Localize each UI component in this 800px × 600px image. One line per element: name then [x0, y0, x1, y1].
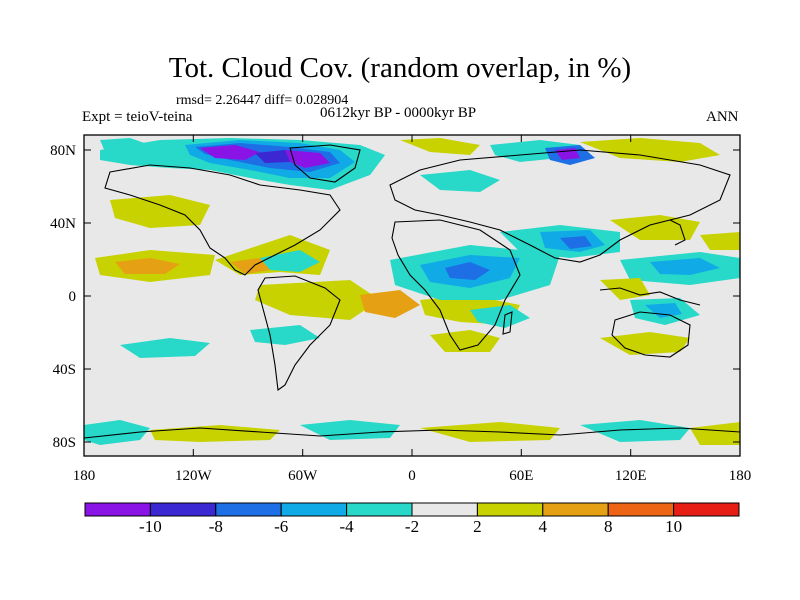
lon-label: 0 — [408, 468, 416, 484]
anomaly-patch — [84, 420, 150, 445]
colorbar-label: -6 — [274, 517, 289, 536]
coastlines — [84, 144, 740, 439]
coast-south-america — [257, 275, 341, 391]
coast-indonesia — [599, 287, 701, 306]
anomaly-patch — [645, 303, 682, 318]
colorbar-label: -4 — [339, 517, 354, 536]
anomaly-patch — [115, 258, 180, 274]
colorbar-swatch — [84, 502, 151, 517]
coast-madagascar — [502, 311, 513, 335]
period-label: 0612kyr BP - 0000kyr BP — [320, 105, 477, 121]
axis-ticks — [83, 135, 741, 456]
coast-greenland — [289, 144, 361, 183]
coast-australia — [611, 311, 691, 358]
lon-label: 180 — [73, 468, 96, 484]
coast-antarctica — [84, 427, 740, 439]
anomaly-patch — [580, 138, 720, 162]
anomaly-patch — [360, 290, 420, 318]
colorbar-label: -8 — [208, 517, 223, 536]
coast-eurasia — [389, 149, 731, 263]
anomaly-patch — [285, 150, 330, 168]
coast-japan — [669, 219, 686, 246]
anomaly-patch — [110, 195, 210, 228]
colorbar-swatch — [673, 502, 740, 517]
colorbar-swatch — [607, 502, 675, 517]
anomaly-patch — [255, 280, 380, 320]
colorbar-swatch — [215, 502, 282, 517]
colorbar-label: 10 — [665, 517, 683, 536]
lat-label: 0 — [69, 289, 77, 305]
lon-label: 60W — [288, 468, 318, 484]
colorbar-label: 2 — [473, 517, 482, 536]
colorbar — [84, 502, 740, 517]
anomaly-patch — [580, 420, 690, 442]
lat-label: 80S — [53, 435, 76, 451]
colorbar-swatch — [542, 502, 609, 517]
lon-label: 120W — [175, 468, 213, 484]
anomaly-patch — [250, 325, 320, 345]
colorbar-label: 4 — [538, 517, 548, 536]
anomaly-patch — [600, 332, 690, 355]
colorbar-label: -10 — [139, 517, 162, 536]
anomaly-patch — [255, 150, 290, 163]
coast-north-america — [104, 164, 341, 276]
anomaly-patch — [100, 138, 150, 155]
colorbar-swatch — [476, 502, 544, 517]
colorbar-swatch — [411, 502, 478, 517]
stats-text: rmsd= 2.26447 diff= 0.028904 — [176, 93, 349, 108]
anomaly-patch — [560, 236, 592, 249]
anomaly-patch — [400, 138, 480, 155]
anomaly-patch — [420, 170, 500, 192]
anomaly-patch — [470, 305, 530, 328]
anomaly-patch — [690, 422, 740, 445]
colorbar-swatch — [346, 502, 413, 517]
experiment-label: Expt = teioV-teina — [82, 109, 193, 125]
season-label: ANN — [706, 109, 739, 125]
lon-label: 60E — [509, 468, 533, 484]
lat-label: 40S — [53, 362, 76, 378]
colorbar-swatch — [149, 502, 217, 517]
lat-label: 40N — [50, 216, 76, 232]
colorbar-label: -2 — [404, 517, 420, 536]
lon-label: 120E — [615, 468, 647, 484]
anomaly-patch — [300, 420, 400, 440]
anomaly-patch — [430, 330, 500, 352]
anomaly-patch — [120, 338, 210, 358]
anomaly-patch — [700, 232, 740, 250]
anomaly-patch — [200, 145, 260, 160]
lon-label: 180 — [729, 468, 752, 484]
coast-africa — [391, 219, 521, 351]
anomaly-field — [84, 138, 740, 445]
colorbar-swatch — [280, 502, 348, 517]
figure-title: Tot. Cloud Cov. (random overlap, in %) — [168, 52, 632, 84]
anomaly-patch — [650, 258, 720, 275]
lat-label: 80N — [50, 143, 76, 159]
colorbar-label: 8 — [603, 517, 613, 536]
anomaly-patch — [445, 262, 490, 280]
